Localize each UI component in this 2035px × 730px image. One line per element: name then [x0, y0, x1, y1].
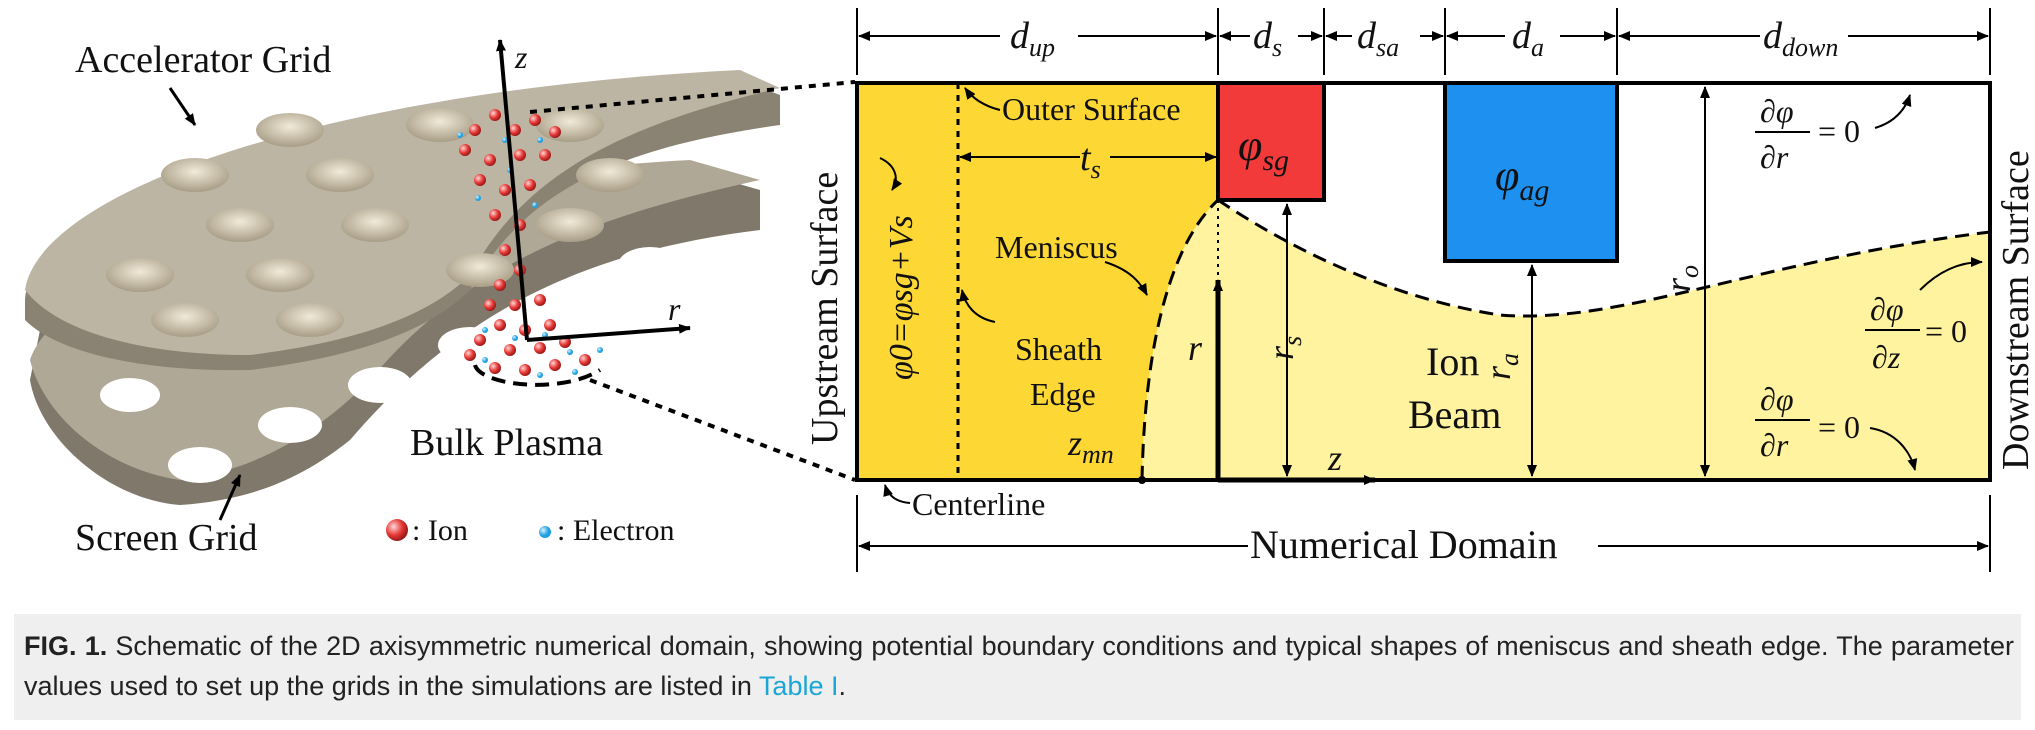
centerline-label: Centerline: [912, 486, 1045, 522]
rs-label: rs: [1261, 336, 1307, 360]
z-axis-2d-label: z: [1327, 438, 1342, 478]
width-dimensions: [856, 8, 1991, 75]
bc-top: ∂φ ∂r = 0: [1755, 93, 1912, 175]
beam-edge-curve: [1217, 198, 1991, 318]
numerical-domain-label: Numerical Domain: [1250, 522, 1558, 567]
caption-end: .: [838, 671, 846, 701]
bc-top-denominator: ∂r: [1760, 139, 1789, 175]
z-mn-label: zmn: [1067, 423, 1114, 469]
bc-right-equals: = 0: [1925, 313, 1967, 349]
ro-label: ro: [1658, 265, 1704, 292]
caption-fig-label: FIG. 1.: [24, 631, 108, 661]
ion-beam-region: [1142, 200, 1990, 480]
caption-text: Schematic of the 2D axisymmetric numeric…: [24, 631, 2014, 701]
caption-box: [14, 614, 2021, 720]
bulk-plasma-boundary: [473, 364, 602, 387]
sheath-edge-label-line1: Sheath: [1015, 331, 1102, 367]
bc-right: ∂φ ∂z = 0: [1865, 257, 1983, 375]
r-axis-3d: [526, 323, 691, 342]
bc-top-numerator: ∂φ: [1760, 93, 1794, 129]
phi-sg-label: φsg: [1238, 121, 1289, 177]
upstream-bc-arrow: [879, 157, 903, 191]
d-s-label: ds: [1253, 15, 1282, 62]
d-sa-label: dsa: [1357, 15, 1399, 62]
z-axis-3d-label: z: [514, 39, 528, 75]
bc-top-arrow: [1874, 94, 1912, 129]
electron-legend-label: : Electron: [557, 514, 674, 547]
figure-schematic: z r Accelerator Grid Screen Grid Bulk Pl…: [25, 8, 2035, 572]
sheath-edge-label-line2: Edge: [1030, 376, 1096, 412]
zoom-line-top: [529, 80, 856, 114]
z-mn-point: [1138, 476, 1146, 484]
accelerator-grid-plate: [25, 70, 780, 371]
ra-label: ra: [1478, 353, 1524, 380]
r-axis-2d-label: r: [1188, 328, 1203, 368]
ion-beam-label-line1: Ion: [1426, 339, 1479, 384]
ion-beam-label-line2: Beam: [1408, 392, 1501, 437]
d-down-label: ddown: [1763, 15, 1838, 62]
sheath-edge-arrow: [959, 289, 996, 323]
outer-surface-arrow: [964, 87, 1001, 111]
bulk-plasma-label: Bulk Plasma: [410, 422, 603, 464]
grid-3d-illustration: z r Accelerator Grid Screen Grid Bulk Pl…: [25, 39, 856, 559]
numerical-domain-diagram: dup ds dsa da ddown Outer Surface ts φsg…: [804, 8, 2035, 572]
domain-border: [855, 81, 1992, 482]
meniscus-arrow: [1104, 261, 1148, 296]
upstream-region: [857, 83, 1218, 480]
ion-legend-marker: [386, 519, 408, 541]
downstream-surface-label: Downstream Surface: [1995, 150, 2035, 470]
electron-legend-marker: [539, 526, 551, 538]
r-axis-3d-label: r: [668, 291, 681, 327]
screen-grid-electrode: [1216, 81, 1326, 202]
accel-grid-electrode: [1443, 81, 1619, 263]
accelerator-grid-label: Accelerator Grid: [75, 39, 331, 81]
d-a-label: da: [1512, 15, 1544, 62]
bc-bottom-equals: = 0: [1818, 409, 1860, 445]
z-axis-3d: [496, 39, 529, 341]
meniscus-label: Meniscus: [995, 229, 1118, 265]
upstream-surface-label: Upstream Surface: [804, 172, 846, 445]
screen-grid-label: Screen Grid: [75, 517, 258, 559]
phi-ag-label: φag: [1495, 151, 1549, 207]
centerline-arrow: [883, 484, 911, 504]
outer-surface-label: Outer Surface: [1002, 91, 1181, 127]
bc-top-equals: = 0: [1818, 113, 1860, 149]
bc-bottom-arrow: [1869, 427, 1918, 471]
table-link[interactable]: Table I: [758, 671, 839, 701]
bc-bottom-denominator: ∂r: [1760, 427, 1789, 463]
meniscus-curve: [1140, 198, 1220, 481]
d-up-label: dup: [1010, 15, 1055, 62]
accelerator-grid-arrow: [168, 87, 197, 126]
screen-grid-arrow: [218, 474, 242, 521]
bc-bottom-numerator: ∂φ: [1760, 381, 1794, 417]
figure-caption: FIG. 1. Schematic of the 2D axisymmetric…: [24, 626, 2014, 706]
ts-label: ts: [1080, 137, 1101, 184]
ion-legend-label: : Ion: [412, 514, 468, 547]
bc-right-denominator: ∂z: [1872, 339, 1901, 375]
bc-bottom: ∂φ ∂r = 0: [1755, 381, 1918, 471]
bc-right-arrow: [1919, 257, 1983, 291]
zoom-line-bottom: [589, 378, 856, 482]
plasma-particles: [457, 109, 603, 378]
upstream-bc-label: φ0=φsg+Vs: [883, 215, 920, 380]
bc-right-numerator: ∂φ: [1870, 291, 1904, 327]
